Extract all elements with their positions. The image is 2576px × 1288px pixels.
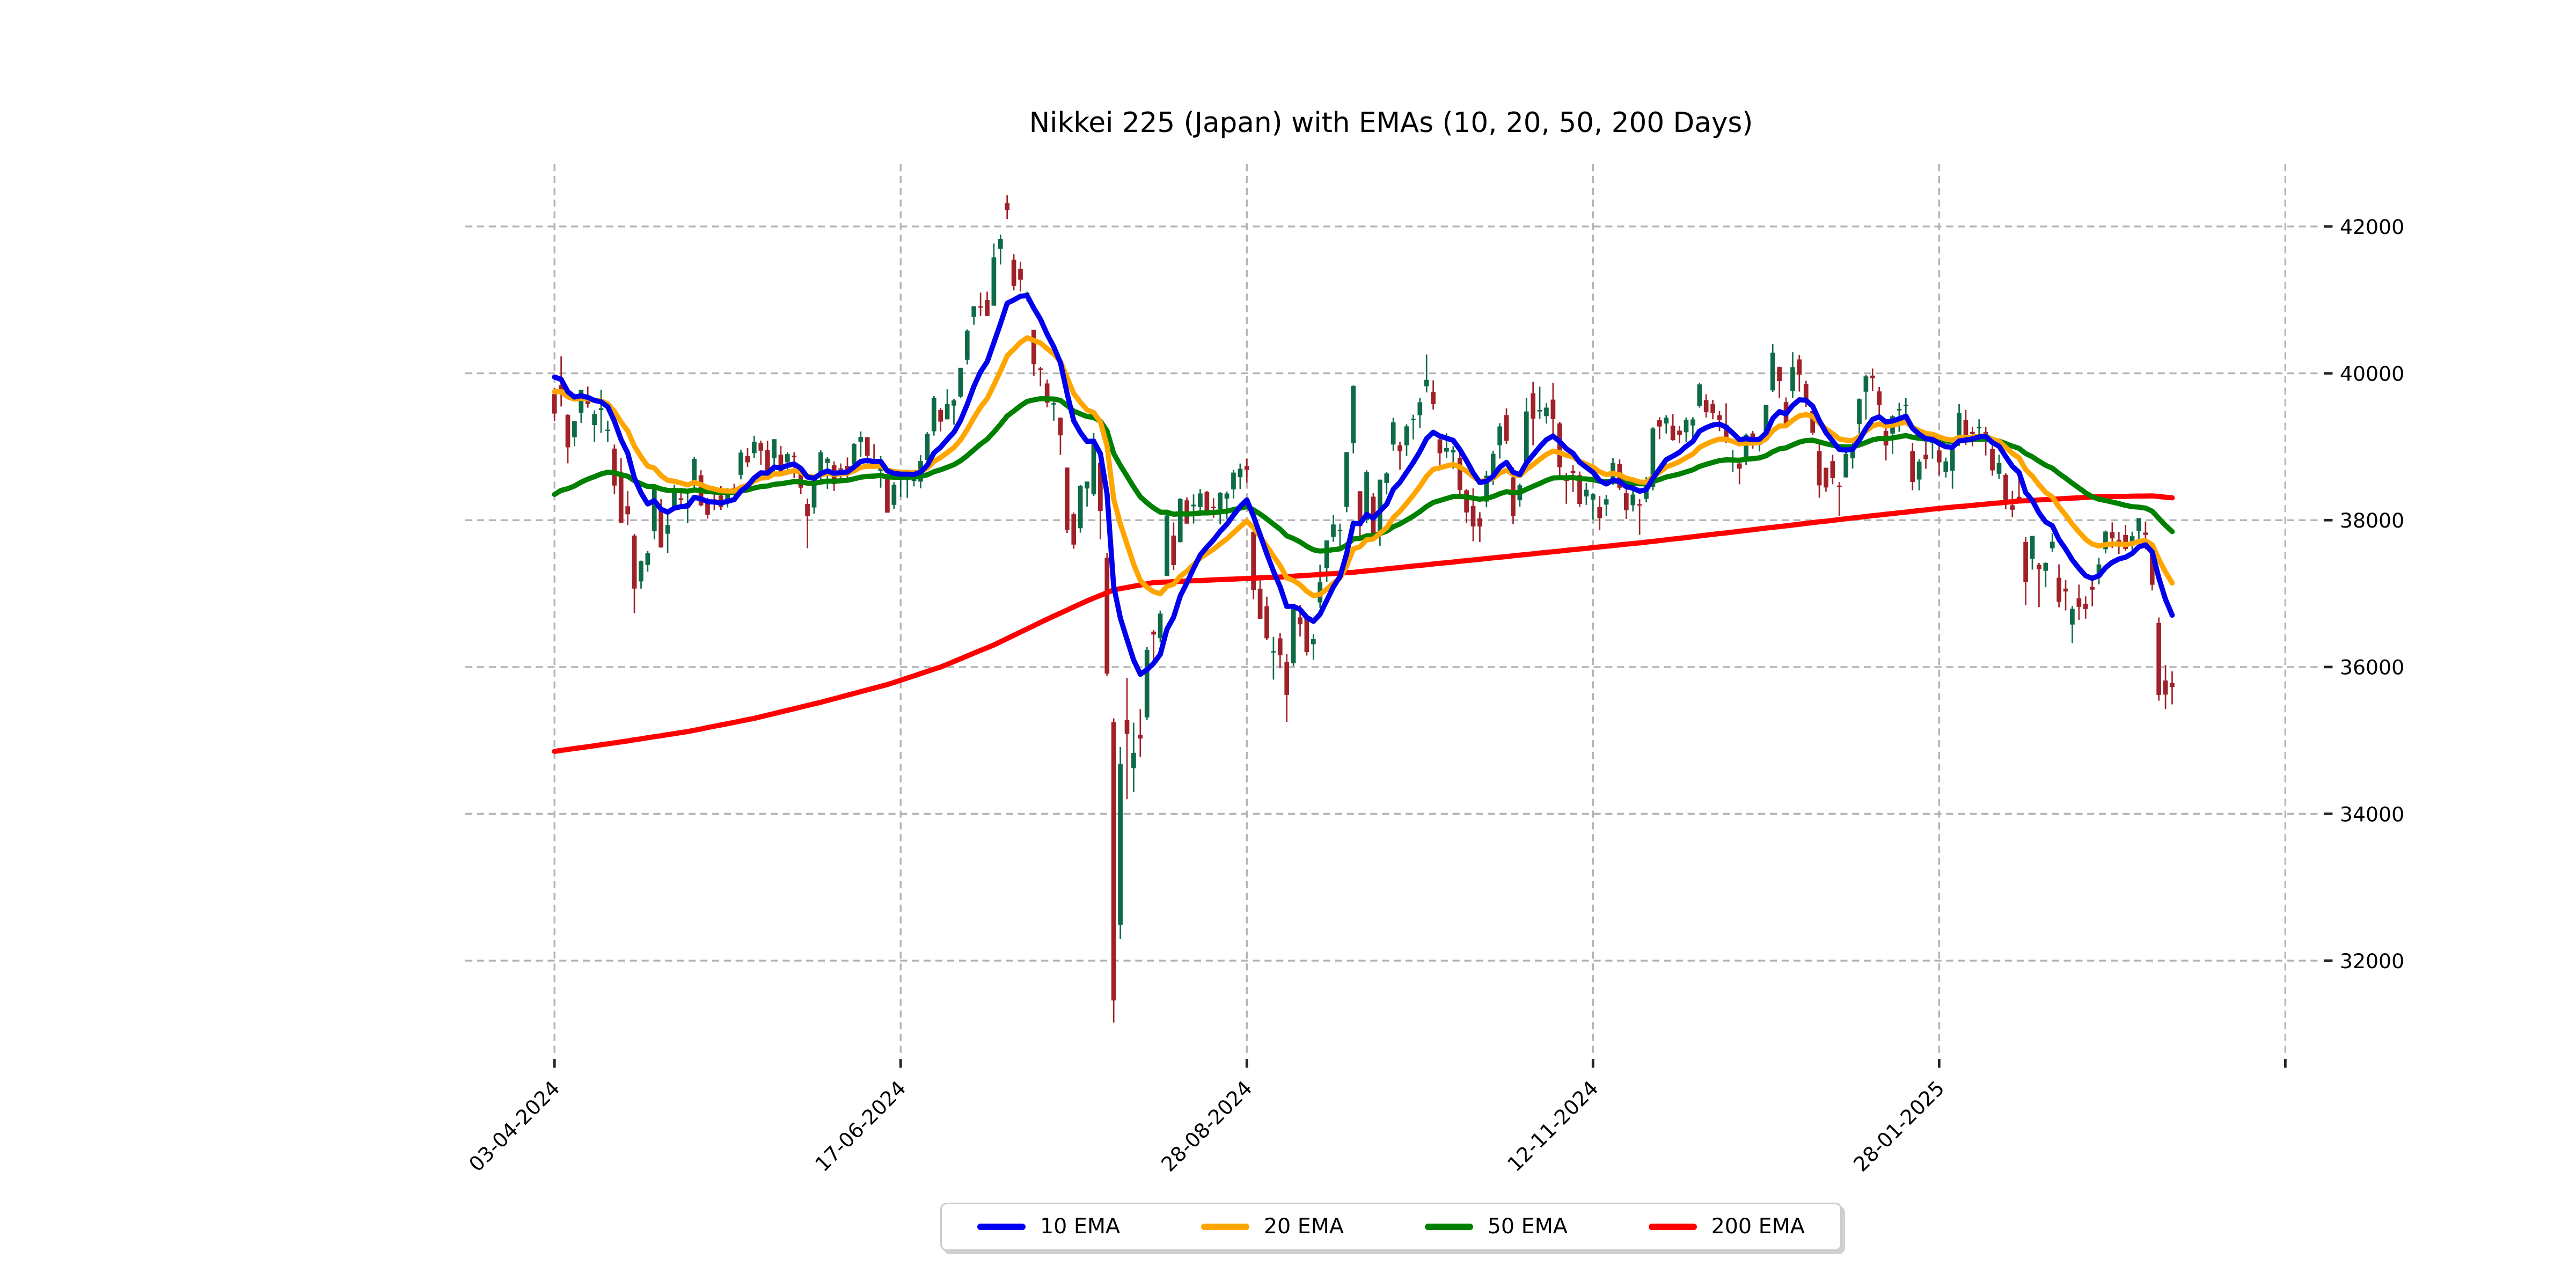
ema-lines-layer xyxy=(552,293,2175,754)
legend-item-label: 50 EMA xyxy=(1487,1214,1568,1239)
svg-text:12-11-2024: 12-11-2024 xyxy=(1503,1076,1602,1176)
svg-text:34000: 34000 xyxy=(2340,802,2404,826)
svg-text:32000: 32000 xyxy=(2340,949,2404,973)
chart-title: Nikkei 225 (Japan) with EMAs (10, 20, 50… xyxy=(1029,108,1753,140)
ema-50-line xyxy=(552,396,2175,554)
legend-item-label: 200 EMA xyxy=(1711,1214,1805,1239)
svg-text:42000: 42000 xyxy=(2340,215,2404,239)
legend-line-swatch-icon xyxy=(1648,1223,1697,1231)
ema-200-line xyxy=(552,493,2175,754)
svg-text:36000: 36000 xyxy=(2340,656,2404,679)
legend-item: 20 EMA xyxy=(1201,1215,1344,1239)
legend-item-label: 10 EMA xyxy=(1040,1214,1121,1239)
svg-text:17-06-2024: 17-06-2024 xyxy=(810,1076,910,1176)
legend: 10 EMA 20 EMA 50 EMA 200 EMA xyxy=(940,1203,1842,1251)
x-axis-labels: 03-04-2024 17-06-2024 28-08-2024 12-11-2024… xyxy=(464,1059,2287,1176)
svg-text:03-04-2024: 03-04-2024 xyxy=(464,1076,564,1176)
svg-text:28-08-2024: 28-08-2024 xyxy=(1157,1076,1256,1176)
svg-text:38000: 38000 xyxy=(2340,509,2404,532)
legend-line-swatch-icon xyxy=(1201,1223,1249,1231)
candles-layer xyxy=(552,195,2175,1023)
legend-item-label: 20 EMA xyxy=(1263,1214,1344,1239)
legend-line-swatch-icon xyxy=(1424,1223,1473,1231)
ema-10-line xyxy=(552,293,2175,677)
gridlines-layer xyxy=(465,164,2322,1058)
svg-text:28-01-2025: 28-01-2025 xyxy=(1849,1076,1949,1176)
legend-item: 10 EMA xyxy=(977,1215,1120,1239)
legend-line-swatch-icon xyxy=(977,1223,1026,1231)
legend-item: 50 EMA xyxy=(1424,1214,1568,1239)
svg-text:40000: 40000 xyxy=(2340,362,2404,385)
legend-item: 200 EMA xyxy=(1648,1214,1805,1239)
y-axis-labels: 32000 34000 36000 38000 40000 42000 xyxy=(2323,215,2404,973)
